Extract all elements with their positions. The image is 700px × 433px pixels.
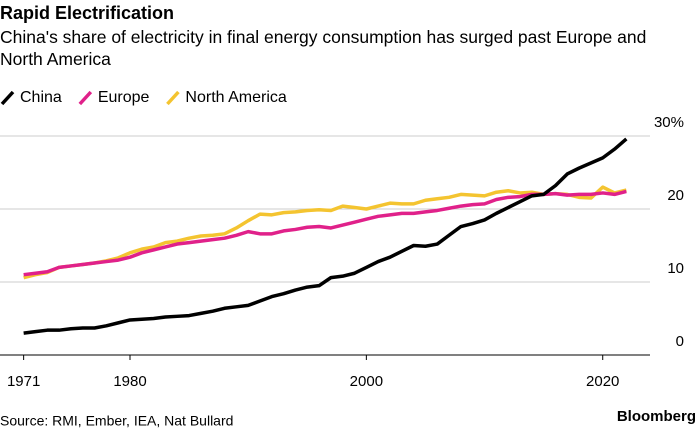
source: Source: RMI, Ember, IEA, Nat Bullard <box>0 413 233 429</box>
series-line <box>23 185 627 280</box>
series-line <box>23 189 627 277</box>
y-tick-label: 20 <box>667 187 684 204</box>
credit: Bloomberg <box>617 408 696 425</box>
y-tick-label: 10 <box>667 260 684 277</box>
legend-swatch <box>166 90 180 106</box>
legend-swatch <box>0 90 15 106</box>
x-tick-label: 2020 <box>586 373 619 390</box>
x-tick-label: 1971 <box>7 373 40 390</box>
legend-swatch <box>78 90 93 106</box>
legend-label: Europe <box>98 89 150 106</box>
subtitle-box: China's share of electricity in final en… <box>0 27 647 69</box>
y-tick-label: 0 <box>676 333 684 350</box>
chart-title: Rapid Electrification <box>0 3 174 23</box>
legend-label: North America <box>185 89 286 106</box>
legend-label: China <box>20 89 62 106</box>
x-tick-label: 2000 <box>350 373 383 390</box>
x-tick-label: 1980 <box>113 373 146 390</box>
series-line <box>23 137 628 335</box>
chart-subtitle: China's share of electricity in final en… <box>0 27 647 69</box>
y-tick-label: 30% <box>654 114 684 131</box>
